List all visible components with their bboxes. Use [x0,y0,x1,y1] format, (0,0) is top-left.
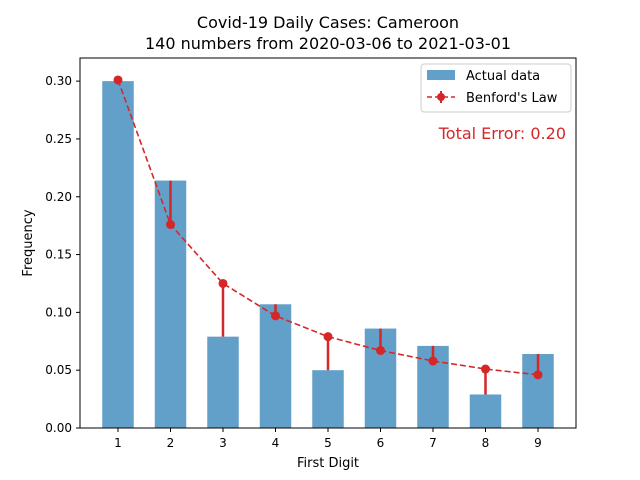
bar-digit-1 [102,81,134,428]
bar-digit-3 [207,336,239,428]
x-tick-label-3: 3 [219,436,227,450]
x-tick-label-5: 5 [324,436,332,450]
benford-point-digit-8 [481,364,490,374]
y-tick-label: 0.20 [45,190,72,204]
benford-line [117,79,539,376]
benford-point-digit-9 [533,370,543,380]
legend-box [420,63,572,113]
chart-title: Covid-19 Daily Cases: Cameroon [197,13,459,32]
x-ticks: 1 2 3 4 5 6 7 8 9 [114,428,542,450]
benford-point-digit-1 [113,75,123,85]
benford-point-digit-7 [428,356,438,366]
y-tick-label: 0.00 [45,421,72,435]
benford-point-digit-3 [218,278,228,288]
y-tick-label: 0.30 [45,74,72,88]
x-axis-label: First Digit [297,456,359,471]
legend: Actual data Benford's Law [420,63,572,113]
y-tick-label: 0.10 [45,305,72,319]
legend-swatch-actual [427,70,455,80]
y-ticks: 0.00 0.05 0.10 0.15 0.20 0.25 0.30 [45,74,80,435]
legend-label-benford: Benford's Law [466,91,558,106]
x-tick-label-8: 8 [482,436,490,450]
bar-digit-5 [312,370,344,428]
legend-label-actual: Actual data [466,69,540,84]
y-tick-label: 0.15 [45,248,72,262]
x-tick-label-7: 7 [429,436,437,450]
bar-digit-8 [469,394,502,428]
benford-point-digit-6 [376,346,385,356]
x-tick-label-9: 9 [534,436,542,450]
benford-layer [113,75,543,380]
chart-subtitle: 140 numbers from 2020-03-06 to 2021-03-0… [145,34,511,53]
benford-point-digit-2 [166,220,175,229]
total-error-annotation: Total Error: 0.20 [438,124,566,143]
bars-layer [102,81,554,428]
bar-digit-4 [259,304,292,428]
legend-swatch-benford-marker [437,93,445,101]
x-tick-label-1: 1 [114,436,122,450]
benford-point-digit-4 [271,311,280,321]
y-tick-label: 0.25 [45,132,72,146]
x-tick-label-4: 4 [272,436,280,450]
y-tick-label: 0.05 [45,363,72,377]
x-tick-label-6: 6 [377,436,385,450]
benford-point-digit-5 [323,332,333,342]
x-tick-label-2: 2 [167,436,175,450]
y-axis-label: Frequency [21,209,36,276]
